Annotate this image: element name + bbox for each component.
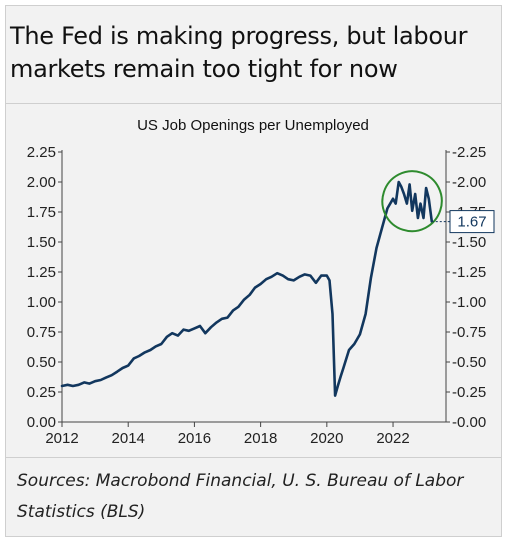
divider-bottom bbox=[5, 457, 502, 458]
y-tick-label-right: -0.75 bbox=[452, 324, 486, 341]
y-tick-label-left: 1.25 bbox=[27, 264, 56, 281]
x-tick-label: 2020 bbox=[310, 430, 343, 447]
y-tick-label-right: -0.50 bbox=[452, 354, 486, 371]
y-tick-label-right: -0.25 bbox=[452, 384, 486, 401]
last-value-label: 1.67 bbox=[457, 214, 486, 231]
y-tick-label-left: 1.75 bbox=[27, 204, 56, 221]
y-tick-label-left: 1.00 bbox=[27, 294, 56, 311]
y-tick-label-left: 0.75 bbox=[27, 324, 56, 341]
series-line bbox=[60, 180, 434, 397]
x-tick-label: 2022 bbox=[376, 430, 409, 447]
last-value-box bbox=[449, 210, 495, 234]
y-tick-label-left: 2.25 bbox=[27, 144, 56, 161]
chart-panel bbox=[5, 5, 502, 537]
y-tick-label-left: 0.00 bbox=[27, 414, 56, 431]
x-tick-label: 2018 bbox=[244, 430, 277, 447]
line-chart: US Job Openings per Unemployed 2.25 2.00 1… bbox=[27, 117, 495, 447]
y-tick-label-left: 0.25 bbox=[27, 384, 56, 401]
y-tick-label-right: -2.25 bbox=[452, 144, 486, 161]
y-tick-label-left: 1.50 bbox=[27, 234, 56, 251]
x-tick-label: 2012 bbox=[45, 430, 78, 447]
source-note: Sources: Macrobond Financial, U. S. Bure… bbox=[17, 471, 464, 522]
x-tick-label: 2016 bbox=[178, 430, 211, 447]
y-tick-label-left: 2.00 bbox=[27, 174, 56, 191]
x-tick-label: 2014 bbox=[112, 430, 145, 447]
headline: The Fed is making progress, but labour m… bbox=[10, 22, 468, 83]
y-tick-label-right: -1.25 bbox=[452, 264, 486, 281]
divider-top bbox=[5, 103, 502, 104]
y-tick-label-right: -1.00 bbox=[452, 294, 486, 311]
y-tick-label-right: -2.00 bbox=[452, 174, 486, 191]
y-tick-label-right: -0.00 bbox=[452, 414, 486, 431]
highlight-ellipse bbox=[381, 170, 443, 233]
y-tick-label-right: -1.50 bbox=[452, 234, 486, 251]
y-tick-label-left: 0.50 bbox=[27, 354, 56, 371]
chart-title: US Job Openings per Unemployed bbox=[137, 117, 369, 134]
